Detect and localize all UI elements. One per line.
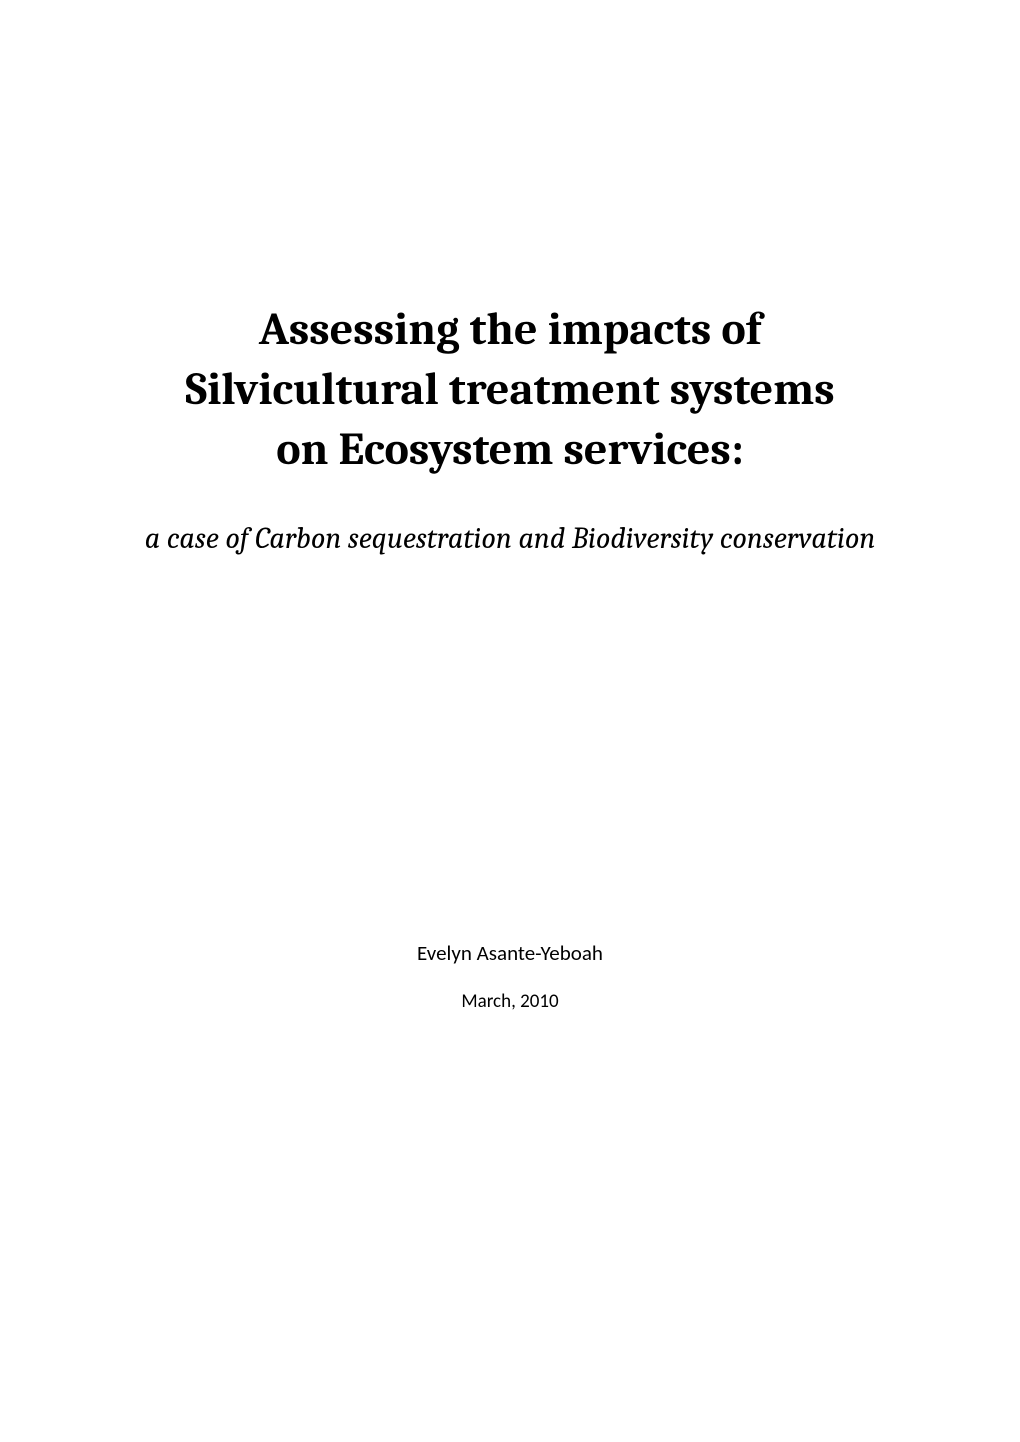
title-line-1: Assessing the impacts of [110,300,910,360]
document-date: March, 2010 [110,990,910,1013]
document-subtitle: a case of Carbon sequestration and Biodi… [110,519,910,560]
title-line-2: Silvicultural treatment systems [110,360,910,420]
author-name: Evelyn Asante-Yeboah [110,940,910,966]
document-title: Assessing the impacts of Silvicultural t… [110,300,910,479]
title-line-3: on Ecosystem services: [110,420,910,480]
